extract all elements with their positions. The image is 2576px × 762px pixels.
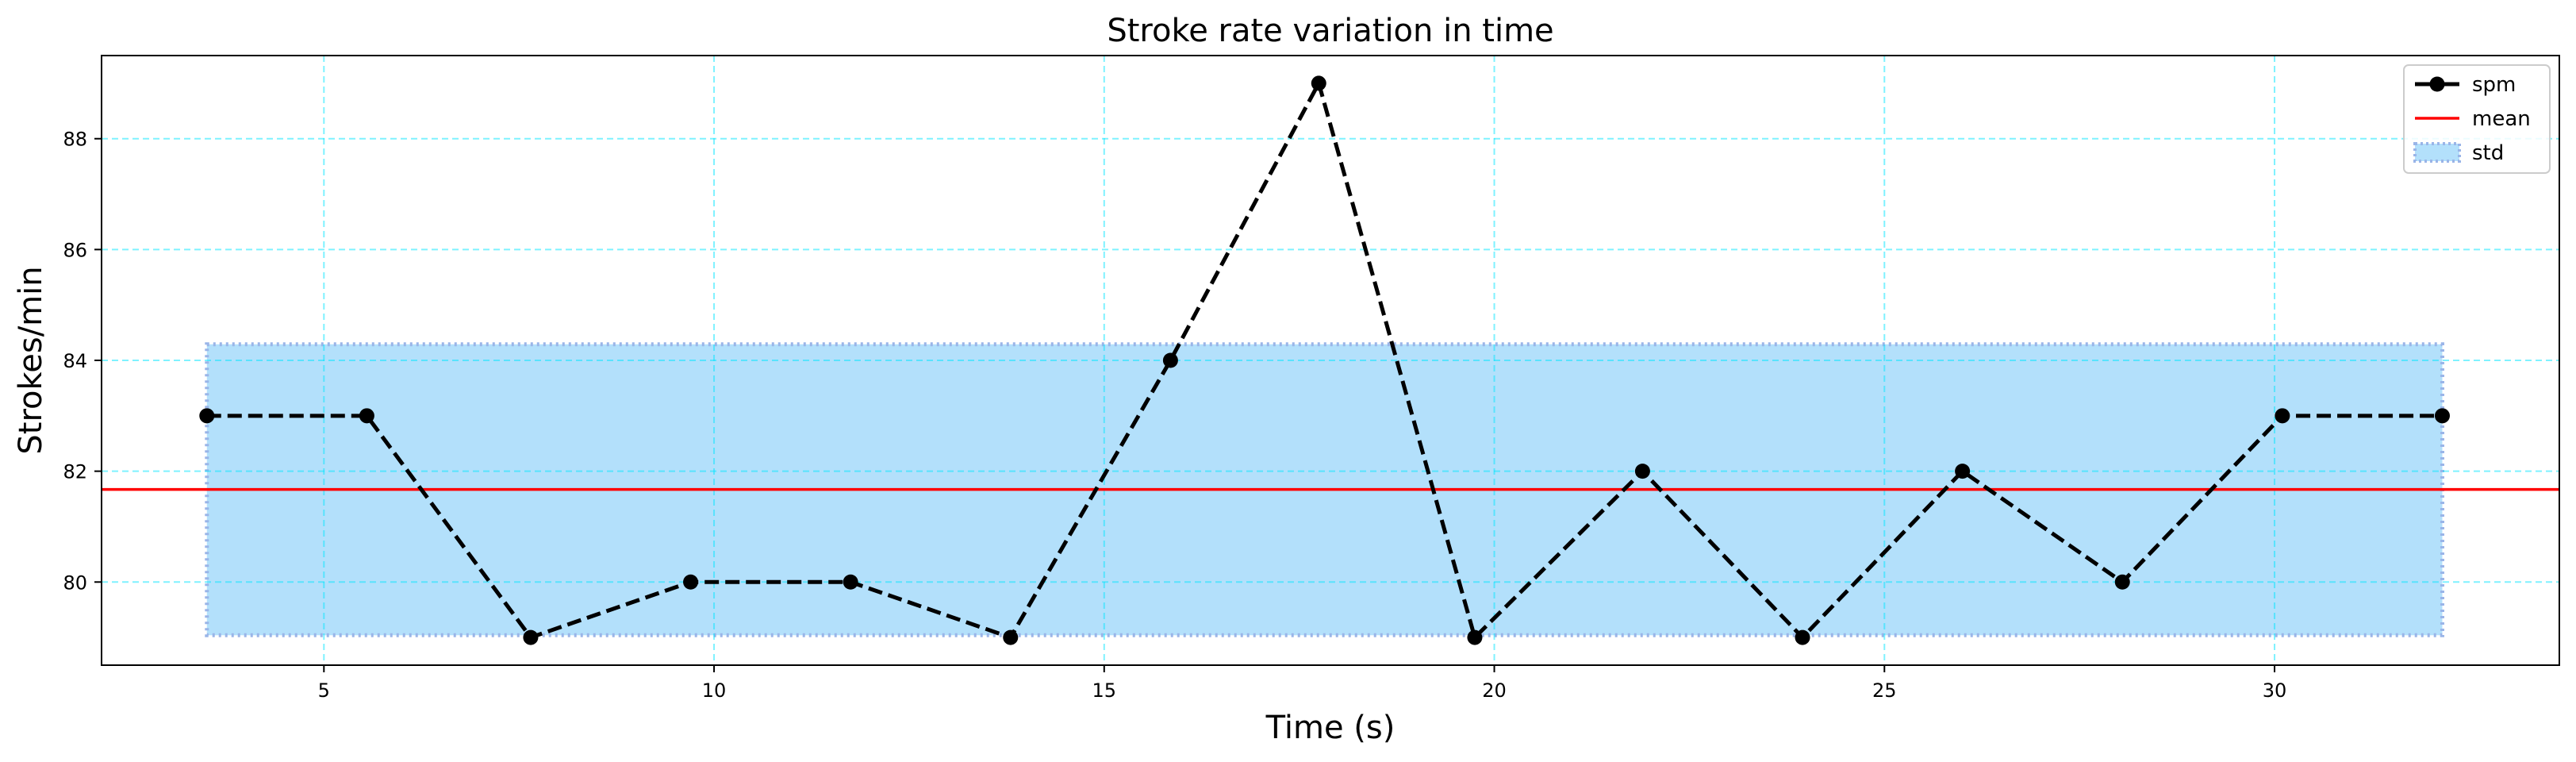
x-tick-label: 25 [1872,679,1897,702]
y-tick-label: 84 [63,350,87,372]
x-tick-label: 30 [2263,679,2287,702]
legend-label-spm: spm [2472,73,2516,97]
x-tick-label: 10 [702,679,727,702]
x-tick-label: 15 [1092,679,1117,702]
y-tick-label: 82 [63,461,87,483]
legend-label-mean: mean [2472,107,2531,131]
spm-point [199,408,215,424]
y-tick-label: 80 [63,572,87,594]
x-tick-label: 20 [1482,679,1507,702]
spm-point [1634,464,1650,479]
spm-point [1795,629,1810,645]
legend-spm-marker [2429,76,2445,92]
x-axis-label: Time (s) [1265,710,1395,746]
spm-point [1003,629,1019,645]
plot-area: 5 10 15 20 25 30 80 82 84 86 88 [63,55,2560,702]
legend-std-swatch [2413,142,2461,163]
spm-point [1311,75,1326,91]
spm-point [843,574,858,590]
spm-point [523,629,539,645]
spm-point [683,574,699,590]
spm-point [2114,574,2130,590]
y-axis-label: Strokes/min [13,266,49,454]
spm-point [359,408,374,424]
spm-point [1467,629,1483,645]
spm-point [1955,464,1971,479]
chart-title: Stroke rate variation in time [1107,13,1553,49]
spm-point [2275,408,2290,424]
legend: spm mean std [2403,64,2551,174]
y-tick-label: 86 [63,239,87,261]
spm-point [1162,352,1178,368]
x-tick-label: 5 [318,679,330,702]
y-tick-label: 88 [63,129,87,151]
legend-label-std: std [2472,141,2504,165]
spm-point [2434,408,2450,424]
